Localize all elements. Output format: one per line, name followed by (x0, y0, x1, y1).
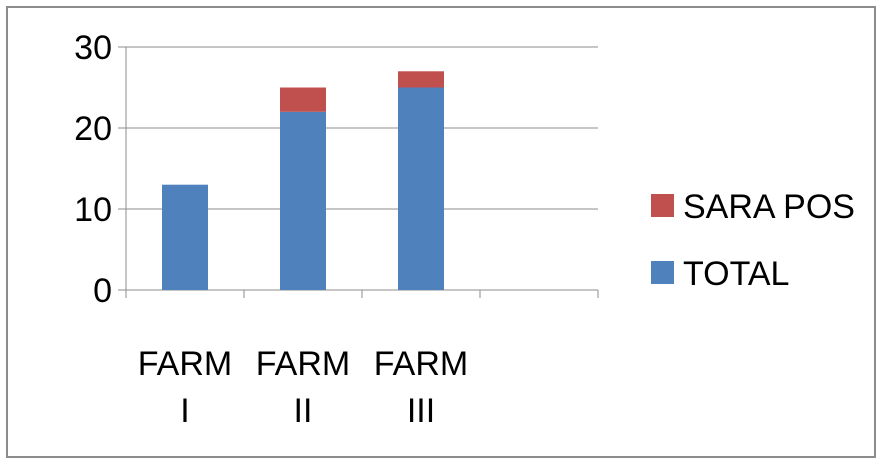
x-category-label-0-line-1: I (180, 392, 189, 430)
y-tick-label-0: 0 (93, 272, 112, 310)
legend-label-sara-pos: SARA POS (683, 188, 855, 226)
legend-swatch-total (651, 261, 674, 284)
bar-total-1 (280, 111, 326, 290)
x-category-label-2-line-1: III (407, 392, 435, 430)
bar-sara-pos-1 (280, 87, 326, 112)
bars (162, 71, 444, 290)
y-tick-label-10: 10 (74, 191, 112, 229)
bar-total-0 (162, 184, 208, 290)
legend: SARA POS TOTAL (651, 188, 855, 293)
y-tick-label-30: 30 (74, 29, 112, 67)
legend-swatch-sara-pos (651, 194, 674, 217)
x-category-label-1-line-1: II (294, 392, 313, 430)
legend-label-total: TOTAL (683, 255, 789, 293)
y-tick-label-20: 20 (74, 110, 112, 148)
x-category-label-0-line-0: FARM (138, 345, 232, 383)
axis-labels: 0 10 20 30 FARM I FARM II FARM III (74, 29, 468, 430)
x-category-label-2-line-0: FARM (374, 345, 468, 383)
bar-total-2 (398, 87, 444, 290)
x-category-label-1-line-0: FARM (256, 345, 350, 383)
bar-sara-pos-2 (398, 71, 444, 88)
